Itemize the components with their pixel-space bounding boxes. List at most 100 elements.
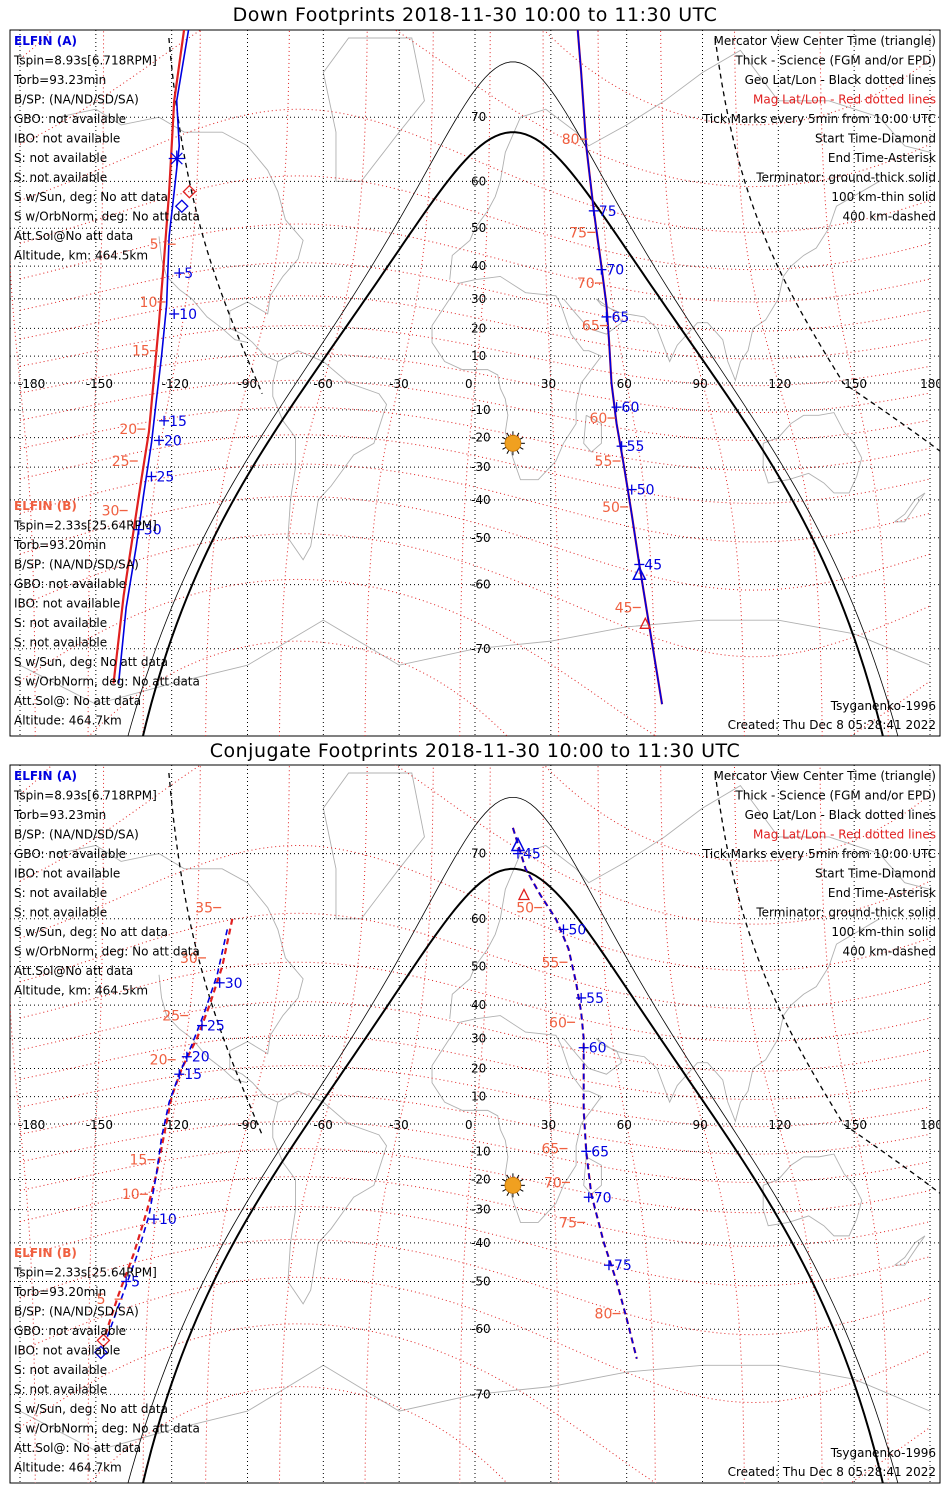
elfin-b-info-line: S: not available <box>14 616 107 630</box>
elfin-a-time-label: 50 <box>637 483 655 499</box>
elfin-a-info-line: Tspin=8.93s[6.718RPM] <box>13 789 157 803</box>
elfin-a-info-line: Att.Sol@No att data <box>14 964 133 978</box>
elfin-a-time-label: 65 <box>611 310 629 326</box>
elfin-b-time-label: 65 <box>541 1142 559 1158</box>
legend-line: Geo Lat/Lon - Black dotted lines <box>745 808 936 822</box>
lon-tick-label: -90 <box>238 1118 258 1132</box>
lat-tick-label: 10 <box>471 1090 486 1104</box>
legend-line: Mag Lat/Lon - Red dotted lines <box>753 93 936 107</box>
coastline <box>57 108 388 561</box>
mag-meridian <box>459 765 491 1483</box>
lat-tick-label: 20 <box>471 1061 486 1075</box>
start-diamond-elfin-a <box>174 199 189 214</box>
elfin-b-time-label: 80 <box>562 132 580 148</box>
track-elfin-b-west <box>102 918 234 1341</box>
legend-line: Geo Lat/Lon - Black dotted lines <box>745 73 936 87</box>
track-elfin-a-west <box>105 929 229 1341</box>
elfin-b-info-line: S w/OrbNorm, deg: No att data <box>14 1422 200 1436</box>
elfin-b-title: ELFIN (B) <box>14 1246 77 1260</box>
elfin-b-info-line: Torb=93.20min <box>13 538 106 552</box>
elfin-b-info-line: Torb=93.20min <box>13 1285 106 1299</box>
mag-meridian <box>819 765 889 1483</box>
terminator-400km <box>168 772 263 1136</box>
elfin-b-info-line: Att.Sol@: No att data <box>14 1441 141 1455</box>
elfin-b-time-label: 5 <box>97 1292 106 1308</box>
terminator-ground <box>141 867 884 1483</box>
created-timestamp: Created: Thu Dec 8 05:28:41 2022 <box>728 718 936 732</box>
lat-tick-label: 40 <box>471 998 486 1012</box>
lon-tick-label: 150 <box>844 377 867 391</box>
coastline <box>583 1156 602 1195</box>
end-asterisk-elfin-a <box>168 150 185 167</box>
mag-parallel <box>19 463 931 543</box>
lon-tick-label: 90 <box>693 377 708 391</box>
legend-line: Mercator View Center Time (triangle) <box>714 34 936 48</box>
lat-tick-label: -60 <box>471 1322 491 1336</box>
elfin-a-info-line: Torb=93.23min <box>13 808 106 822</box>
elfin-b-time-label: 10 <box>140 295 158 311</box>
elfin-a-title: ELFIN (A) <box>14 769 77 783</box>
elfin-a-time-label: 30 <box>225 976 243 992</box>
asterisk-stroke <box>176 4 187 15</box>
elfin-a-time-label: 60 <box>622 400 640 416</box>
elfin-b-info-line: S w/Sun, deg: No att data <box>14 1402 168 1416</box>
terminator-100km <box>127 796 899 1483</box>
elfin-a-time-label: 45 <box>523 847 541 863</box>
lat-tick-label: -20 <box>471 1173 491 1187</box>
elfin-a-info-line: S: not available <box>14 886 107 900</box>
mag-parallel <box>19 765 931 925</box>
lon-tick-label: 180 <box>920 1118 943 1132</box>
elfin-a-time-label: 55 <box>586 991 604 1007</box>
lon-tick-label: 0 <box>465 1118 473 1132</box>
mag-parallel <box>19 175 931 271</box>
sun-disk <box>504 434 522 452</box>
panel-title-down: Down Footprints 2018-11-30 10:00 to 11:3… <box>232 4 718 26</box>
elfin-a-time-label: 50 <box>568 922 586 938</box>
legend-line: Tick Marks every 5min from 10:00 UTC <box>702 112 936 126</box>
elfin-a-info-line: GBO: not available <box>14 112 126 126</box>
map-content-conjugate: -180 -150 -120 -90 -60 -30 0 30 60 90 120 150 180 70 6… <box>10 765 943 1483</box>
lat-tick-label: -50 <box>471 1274 491 1288</box>
elfin-a-info-line: Altitude, km: 464.5km <box>14 249 148 263</box>
legend-line: Start Time-Diamond <box>815 132 936 146</box>
mag-parallel <box>19 495 931 591</box>
elfin-b-time-label: 70 <box>577 276 595 292</box>
elfin-b-info-line: S: not available <box>14 1363 107 1377</box>
mag-meridian <box>87 765 105 1483</box>
elfin-b-info-line: GBO: not available <box>14 577 126 591</box>
coastline <box>449 49 931 280</box>
lon-tick-label: -150 <box>86 377 113 391</box>
elfin-a-info-line: S: not available <box>14 171 107 185</box>
elfin-b-time-label: 15 <box>129 1153 147 1169</box>
center-time-triangle-elfin-b <box>639 616 652 629</box>
legend-line: Terminator: ground-thick solid <box>755 171 936 185</box>
asterisk-stroke <box>176 4 187 15</box>
lat-tick-label: 70 <box>471 847 486 861</box>
coastline <box>431 275 603 481</box>
elfin-b-time-label: 75 <box>559 1215 577 1231</box>
start-diamond-elfin-b <box>182 184 197 199</box>
sun-icon <box>500 1173 525 1198</box>
lon-tick-label: -120 <box>162 377 189 391</box>
legend-line: Mag Lat/Lon - Red dotted lines <box>753 828 936 842</box>
elfin-a-info-line: Att.Sol@No att data <box>14 229 133 243</box>
elfin-b-time-label: 65 <box>582 319 600 335</box>
legend-line: End Time-Asterisk <box>828 151 936 165</box>
lat-tick-label: 30 <box>471 292 486 306</box>
elfin-a-info-line: IBO: not available <box>14 867 120 881</box>
mag-meridian <box>10 996 36 1483</box>
elfin-b-title: ELFIN (B) <box>14 499 77 513</box>
elfin-a-info-line: GBO: not available <box>14 847 126 861</box>
coastline <box>322 37 425 182</box>
legend-line: 400 km-dashed <box>842 945 936 959</box>
elfin-a-time-label: 30 <box>144 523 162 539</box>
elfin-b-info-line: Altitude: 464.7km <box>14 1461 122 1475</box>
elfin-a-time-label: 20 <box>192 1050 210 1066</box>
elfin-a-info-line: B/SP: (NA/ND/SD/SA) <box>14 93 139 107</box>
elfin-b-time-label: 30 <box>102 504 120 520</box>
elfin-b-time-label: 25 <box>112 454 130 470</box>
elfin-a-info-line: Altitude, km: 464.5km <box>14 984 148 998</box>
legend-line: Mercator View Center Time (triangle) <box>714 769 936 783</box>
elfin-a-info-line: S w/Sun, deg: No att data <box>14 190 168 204</box>
